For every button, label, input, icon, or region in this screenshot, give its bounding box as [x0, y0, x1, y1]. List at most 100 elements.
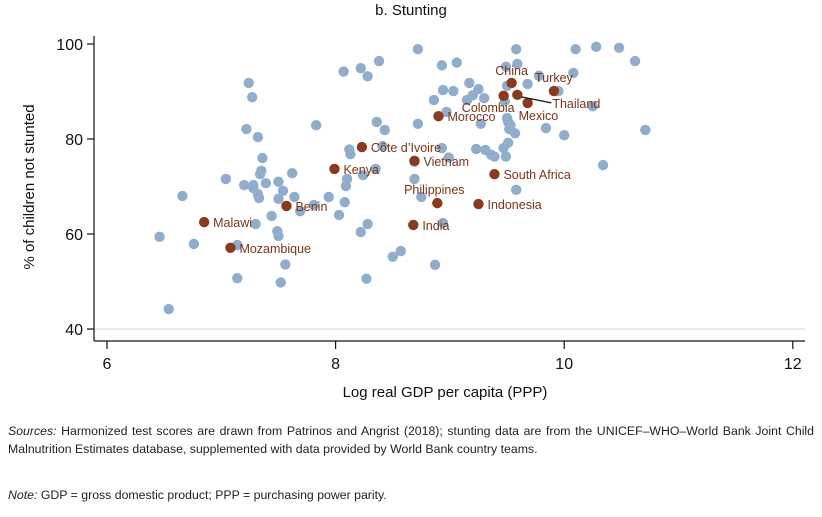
point-label: Indonesia [487, 198, 541, 212]
data-point [154, 231, 165, 243]
data-point [254, 168, 266, 180]
data-point [587, 101, 598, 112]
x-tick-label: 12 [784, 356, 802, 373]
data-point [509, 128, 521, 139]
point-label: Thailand [552, 97, 600, 111]
data-point [260, 177, 272, 189]
data-point [640, 124, 651, 136]
point-label: Turkey [535, 71, 573, 85]
data-point [443, 152, 454, 163]
leader-line [521, 96, 552, 104]
point-label: Colombia [462, 101, 515, 115]
data-point [597, 159, 609, 171]
data-point [246, 92, 258, 103]
data-point [275, 277, 286, 288]
data-point [428, 94, 440, 106]
data-point [478, 92, 490, 104]
data-point [286, 168, 298, 179]
data-point [308, 199, 320, 211]
data-point [591, 41, 602, 53]
data-point [252, 131, 264, 143]
data-point [345, 149, 356, 160]
data-point [362, 218, 373, 230]
highlighted-point [473, 198, 484, 210]
data-point [510, 184, 522, 196]
data-point [177, 190, 188, 202]
data-point [220, 173, 232, 185]
data-point [501, 112, 513, 124]
data-point [470, 143, 482, 155]
y-tick-label: 80 [65, 132, 83, 149]
data-point [294, 206, 306, 217]
y-tick-label: 100 [56, 37, 83, 54]
data-point [510, 44, 522, 55]
data-point [412, 44, 424, 55]
note-label: Note: [8, 488, 38, 502]
data-point [441, 106, 452, 118]
data-point [188, 238, 200, 250]
highlighted-point [225, 242, 236, 253]
data-point [241, 123, 252, 135]
y-tick-label: 40 [65, 322, 83, 339]
data-point [341, 173, 353, 185]
highlighted-point [281, 200, 292, 212]
data-point [323, 191, 334, 203]
data-point [475, 118, 486, 129]
data-point [232, 272, 243, 284]
data-point [257, 152, 268, 164]
highlighted-point [512, 89, 523, 101]
data-point [355, 63, 366, 74]
data-point [437, 217, 449, 229]
highlighted-point [489, 168, 500, 180]
data-point [362, 71, 373, 82]
data-point [533, 70, 545, 82]
highlighted-point [432, 197, 443, 209]
data-point [361, 273, 372, 284]
point-label: Mexico [519, 109, 559, 123]
data-point [613, 42, 625, 53]
data-point [273, 176, 284, 187]
highlighted-point [408, 219, 419, 231]
y-tick-label: 60 [65, 227, 83, 244]
data-point [379, 124, 390, 136]
data-point [568, 67, 579, 79]
point-label: South Africa [503, 168, 570, 182]
data-point [437, 84, 449, 96]
data-point [429, 259, 441, 271]
highlighted-point [409, 155, 420, 167]
data-point [163, 303, 174, 315]
data-point [333, 209, 345, 221]
data-point [570, 44, 581, 55]
scatter-plot: 40 60 80 100 6 8 10 12 China Turkey Thailand Colom… [21, 36, 805, 401]
data-point [338, 66, 349, 77]
data-point [500, 61, 512, 72]
data-point [464, 77, 475, 89]
data-point [377, 140, 388, 152]
sources-label: Sources: [8, 424, 57, 438]
point-label: Vietnam [423, 155, 469, 169]
data-point [395, 245, 406, 257]
highlighted-countries-series [198, 77, 560, 253]
data-point [339, 196, 350, 208]
data-point [500, 151, 512, 162]
other-countries-series [154, 41, 651, 315]
highlighted-point [356, 141, 368, 153]
data-point [355, 226, 366, 238]
data-point [252, 188, 264, 200]
data-point [357, 169, 369, 181]
data-point [522, 78, 533, 90]
data-point [370, 163, 381, 175]
data-point [273, 230, 284, 242]
x-tick-label: 10 [555, 356, 573, 373]
data-point [250, 218, 261, 230]
highlighted-point [433, 111, 444, 122]
point-label: India [422, 219, 449, 233]
data-point [485, 149, 497, 160]
abbreviation-note: Note: GDP = gross domestic product; PPP … [8, 486, 814, 504]
data-point [373, 55, 385, 67]
sources-text: Harmonized test scores are drawn from Pa… [8, 424, 814, 456]
point-label: Malawi [213, 216, 252, 230]
data-point [238, 179, 250, 191]
data-point [243, 77, 254, 89]
data-point [387, 251, 398, 262]
